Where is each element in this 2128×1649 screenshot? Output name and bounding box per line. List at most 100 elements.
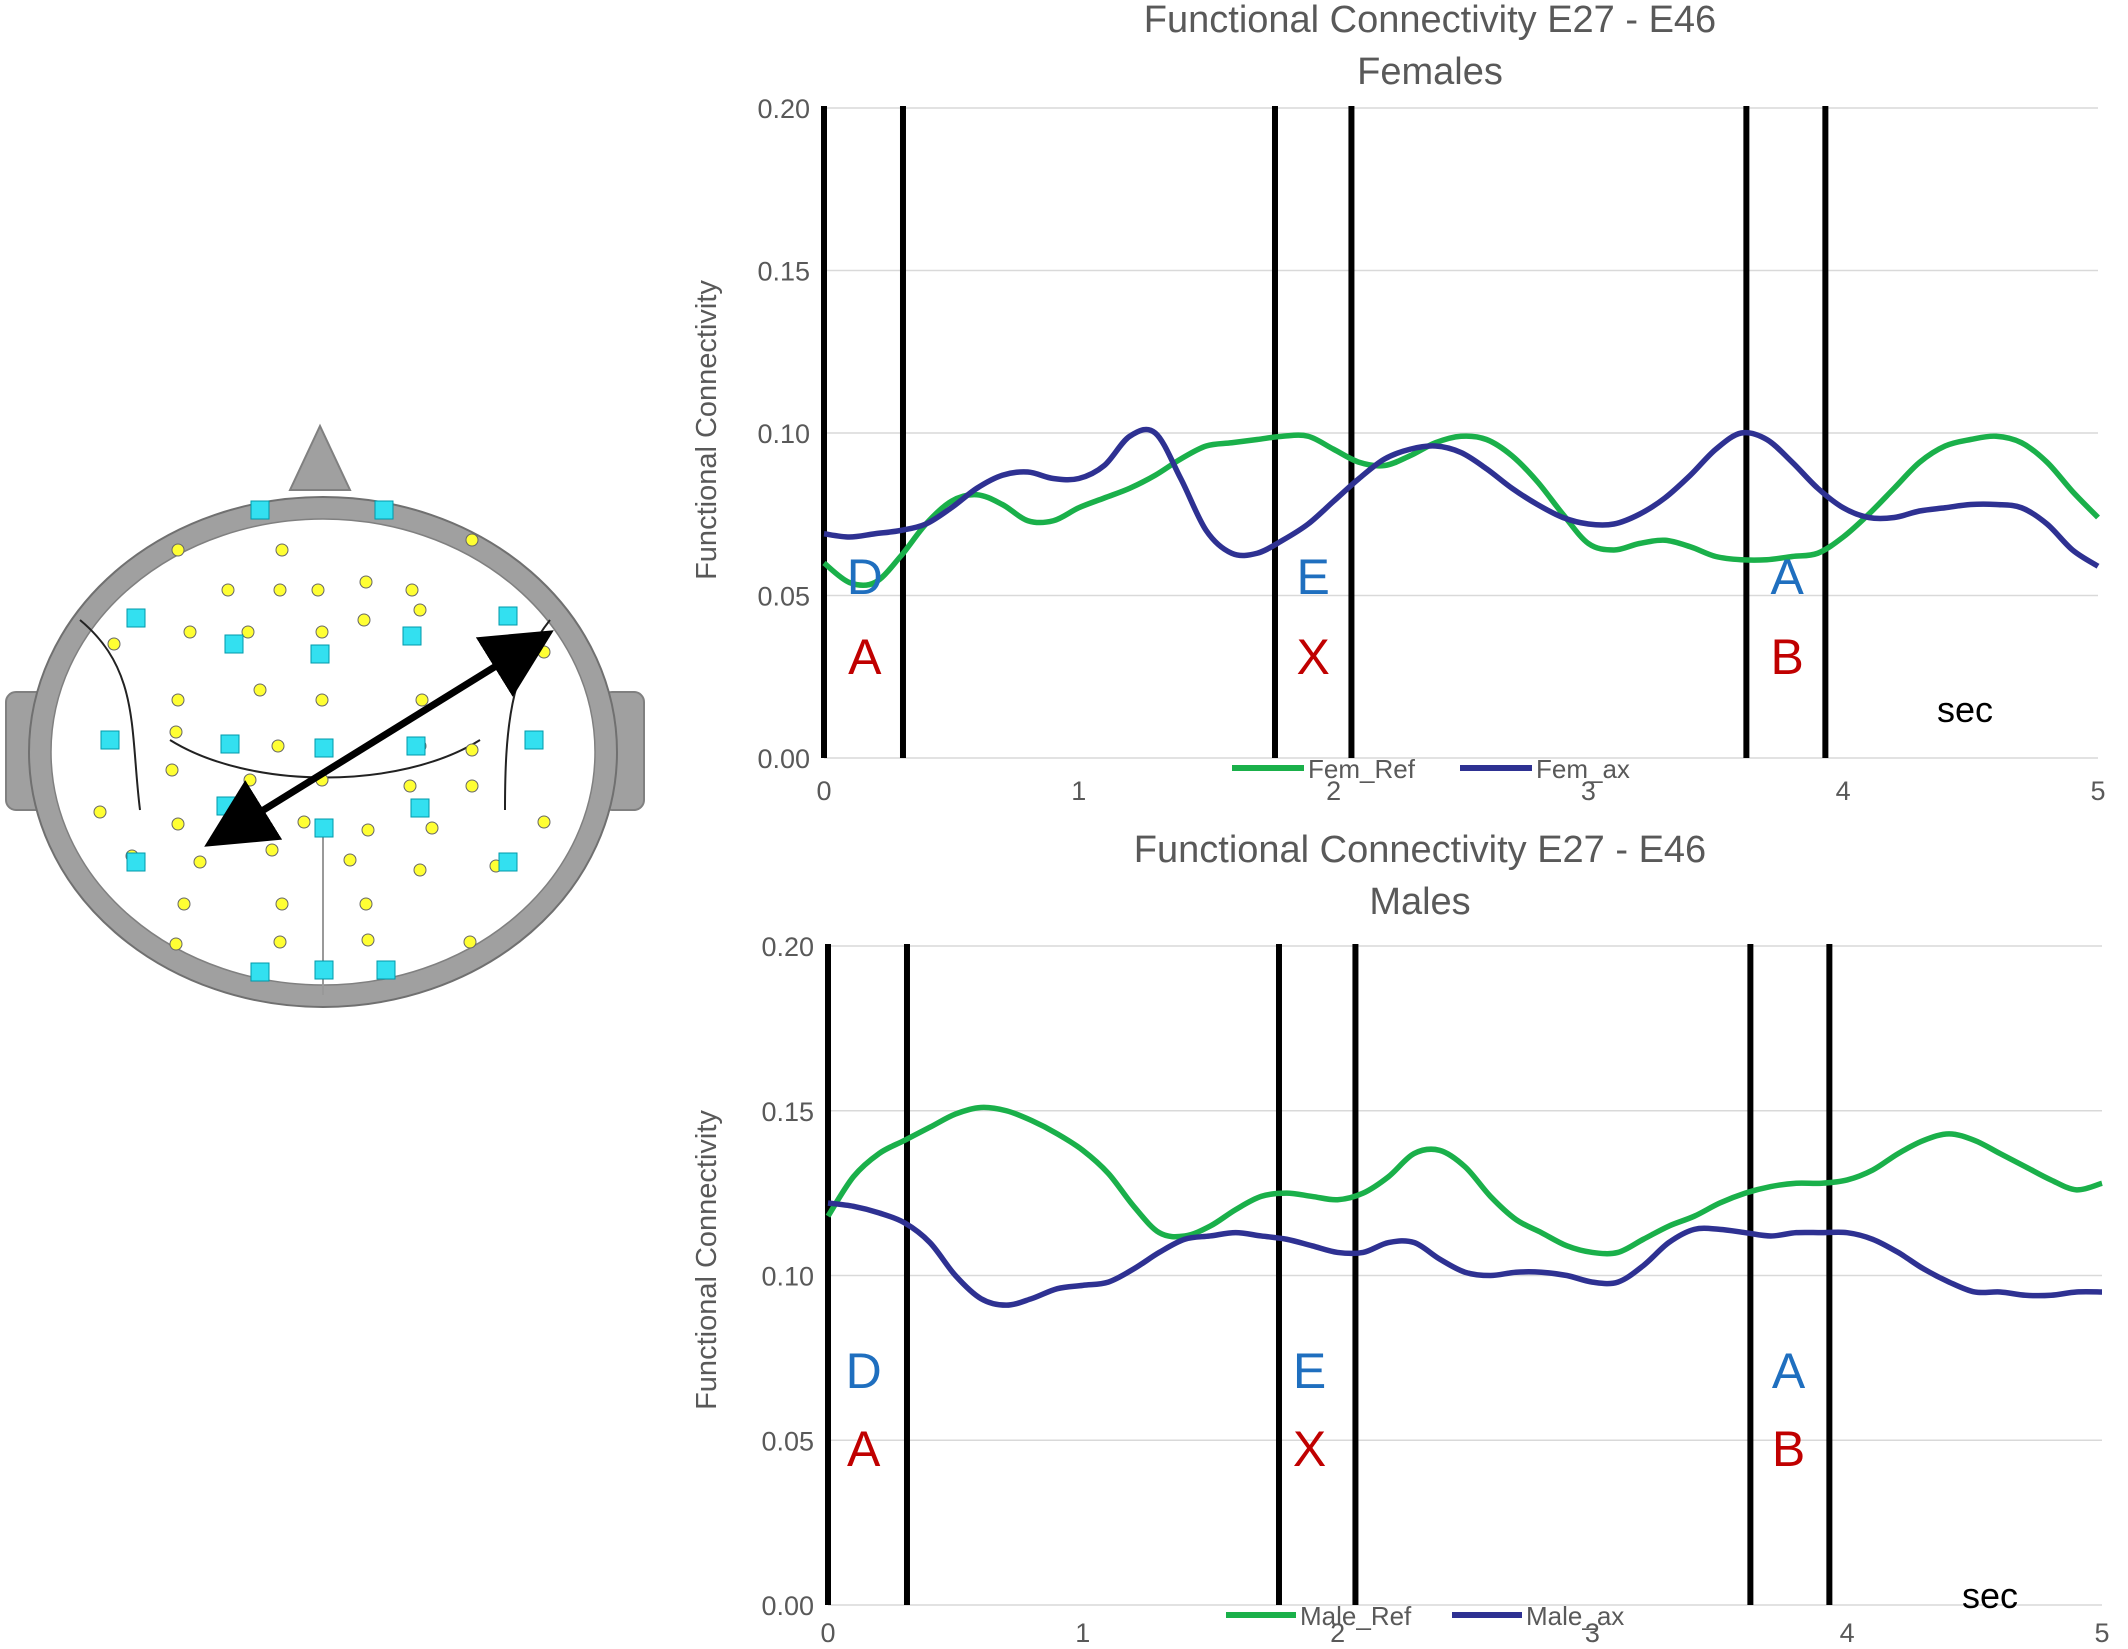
gridlines [824, 107, 2098, 759]
y-tick-label: 0.15 [757, 257, 810, 287]
electrode-sensor [410, 798, 430, 818]
phase-label-top: E [1297, 549, 1330, 605]
y-tick-label: 0.20 [761, 932, 814, 962]
y-tick-labels: 0.00 0.05 0.10 0.15 0.20 [757, 94, 810, 774]
electrode-sensor [406, 736, 426, 756]
electrode-marker [221, 583, 235, 597]
event-lines [825, 944, 1833, 1605]
electrode-marker [537, 815, 551, 829]
x-tick-label: 3 [1585, 1618, 1600, 1648]
electrode-sensor [250, 500, 270, 520]
electrode-marker [361, 933, 375, 947]
series-line-male-ax [827, 1200, 2103, 1308]
electrode-sensor [310, 644, 330, 664]
electrode-marker [357, 613, 371, 627]
electrode-marker [171, 543, 185, 557]
electrode-sensor [250, 962, 270, 982]
y-tick-label: 0.05 [757, 582, 810, 612]
x-tick-labels: 0 1 2 3 4 5 [816, 776, 2105, 806]
electrode-marker [315, 625, 329, 639]
phase-label-bottom: X [1297, 629, 1330, 685]
connection-arrow [204, 630, 554, 847]
head-nose [288, 423, 352, 491]
y-tick-label: 0.15 [761, 1097, 814, 1127]
electrode-marker [465, 779, 479, 793]
electrode-marker [465, 533, 479, 547]
legend-label-ref: Male_Ref [1300, 1601, 1412, 1631]
electrode-marker [271, 739, 285, 753]
phase-label-top: A [1770, 549, 1804, 605]
electrode-marker [537, 645, 551, 659]
electrode-sensor [100, 730, 120, 750]
electrode-marker [359, 575, 373, 589]
electrode-marker [165, 763, 179, 777]
x-tick-label: 4 [1840, 1618, 1855, 1648]
electrode-marker [265, 843, 279, 857]
electrode-marker [425, 821, 439, 835]
electrode-marker [413, 603, 427, 617]
chart-title: Functional Connectivity E27 - E46 [1134, 830, 1706, 871]
electrode-marker [315, 693, 329, 707]
electrode-marker [169, 725, 183, 739]
electrode-sensor [314, 818, 334, 838]
electrode-sensor [314, 960, 334, 980]
electrode-marker [171, 693, 185, 707]
electrode-sensor [376, 960, 396, 980]
y-tick-label: 0.00 [761, 1591, 814, 1621]
electrode-sensor [126, 608, 146, 628]
legend-label-ax: Fem_ax [1536, 754, 1630, 784]
y-tick-label: 0.05 [761, 1426, 814, 1456]
x-tick-label: 2 [1326, 776, 1341, 806]
electrode-marker [275, 543, 289, 557]
electrode-sensor [498, 852, 518, 872]
electrode-sensor [402, 626, 422, 646]
x-tick-label: 2 [1330, 1618, 1345, 1648]
series-line-fem-ref [822, 432, 2100, 589]
electrode-marker [273, 935, 287, 949]
legend: Male_Ref Male_ax [1226, 1601, 1624, 1631]
electrode-sensor [216, 796, 236, 816]
electrode-marker [169, 937, 183, 951]
electrode-marker [403, 779, 417, 793]
unit-label: sec [1962, 1575, 2018, 1616]
electrode-marker [273, 583, 287, 597]
electrode-sensor [374, 500, 394, 520]
electrode-marker [183, 625, 197, 639]
electrode-marker [171, 817, 185, 831]
x-tick-labels: 0 1 2 3 4 5 [820, 1618, 2109, 1648]
chart-males: Functional Connectivity E27 - E46 Males … [691, 830, 2110, 1648]
electrode-sensor [220, 734, 240, 754]
electrode-marker [311, 583, 325, 597]
series-lines [822, 426, 2100, 589]
chart-subtitle: Females [1357, 51, 1503, 93]
chart-title: Functional Connectivity E27 - E46 [1144, 0, 1716, 41]
series-line-fem-ax [823, 426, 2100, 569]
phase-label-top: A [1772, 1343, 1806, 1399]
electrode-sensor [498, 606, 518, 626]
chart-females: Functional Connectivity E27 - E46 Female… [691, 0, 2106, 806]
phase-label-top: D [847, 549, 883, 605]
legend-label-ref: Fem_Ref [1308, 754, 1416, 784]
x-tick-label: 0 [816, 776, 831, 806]
chart-subtitle: Males [1369, 881, 1470, 923]
y-tick-label: 0.00 [757, 744, 810, 774]
legend-label-ax: Male_ax [1526, 1601, 1624, 1631]
series-line-male-ref [825, 1104, 2103, 1257]
electrode-marker [361, 823, 375, 837]
phase-label-bottom: A [848, 629, 882, 685]
phase-label-bottom: A [847, 1421, 881, 1477]
phase-label-top: D [846, 1343, 882, 1399]
phase-label-bottom: X [1293, 1421, 1326, 1477]
phase-label-bottom: B [1770, 629, 1803, 685]
electrode-marker [107, 637, 121, 651]
phase-label-bottom: B [1772, 1421, 1805, 1477]
electrode-marker [177, 897, 191, 911]
electrode-marker [415, 693, 429, 707]
x-tick-label: 3 [1581, 776, 1596, 806]
event-lines [821, 106, 1829, 758]
electrode-marker [241, 625, 255, 639]
electrode-marker [343, 853, 357, 867]
y-tick-label: 0.20 [757, 94, 810, 124]
